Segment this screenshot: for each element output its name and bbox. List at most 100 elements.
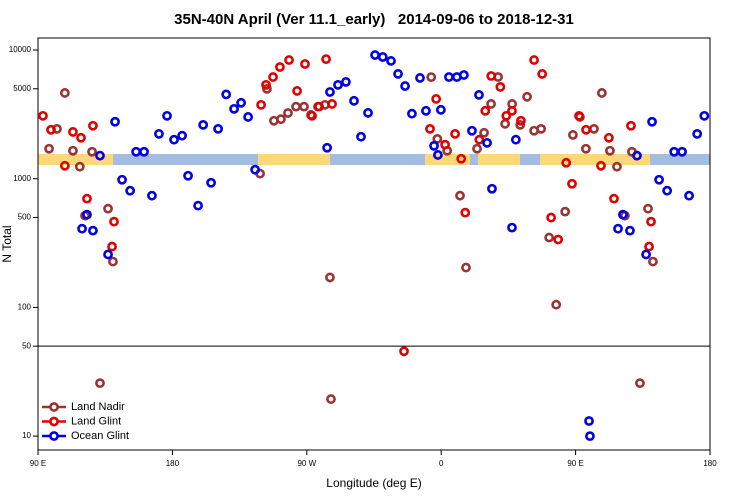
point [76,132,86,143]
point [585,431,595,442]
point [444,72,454,82]
point [193,200,203,211]
point [669,146,680,157]
point [662,185,673,196]
point [327,99,337,109]
point [103,203,113,214]
point [326,394,336,404]
point [692,128,703,139]
point [213,123,223,134]
x-tick-label: 90 W [297,459,316,468]
point [333,79,343,90]
point [450,128,460,139]
point [604,132,614,143]
point [59,160,70,171]
land-strip [425,154,470,165]
point [581,143,591,154]
legend-label: Land Nadir [71,401,125,413]
point [74,161,85,172]
point [95,150,105,161]
point [421,105,431,116]
point [292,86,302,96]
point [325,87,335,97]
point [322,142,333,153]
point [626,120,636,131]
land-strip [258,154,330,165]
point [567,178,577,189]
point [609,193,619,204]
y-tick-label: 5000 [13,84,31,93]
point [574,110,584,121]
point [139,146,149,157]
point [221,89,232,100]
point [486,71,497,81]
point [276,114,286,125]
x-tick-label: 90 E [30,459,46,468]
point [154,128,164,139]
point [480,105,491,116]
point [59,88,70,98]
point [515,119,526,130]
point [605,145,615,156]
point [169,134,179,145]
point [206,177,216,188]
y-axis-label: N Total [0,225,14,262]
point [407,108,417,119]
point [284,55,294,65]
point [341,77,351,87]
point [38,110,48,121]
legend-marker [49,402,59,412]
point [325,272,335,283]
point [261,79,271,90]
point [370,50,380,60]
chart-title: 35N-40N April (Ver 11.1_early) 2014-09-0… [174,11,574,28]
point [699,110,710,121]
point [109,216,119,227]
legend-label: Land Glint [71,415,121,427]
point [618,209,628,220]
point [536,123,547,134]
point [433,150,443,160]
point [321,54,331,65]
point [455,190,465,201]
point [553,234,564,245]
point [250,164,261,175]
point [268,72,278,82]
point [613,223,623,234]
point [177,130,188,141]
point [644,241,654,252]
point [147,190,157,201]
x-tick-label: 180 [166,459,180,468]
point [646,216,656,227]
point [108,256,118,267]
point [125,185,136,196]
point [82,209,92,220]
point [88,120,98,131]
point [68,145,78,156]
point [356,131,366,142]
x-tick-label: 0 [439,459,444,468]
point [300,59,310,69]
point [479,127,489,138]
point [291,101,301,112]
point [107,241,117,252]
point [495,81,506,92]
point [377,52,388,62]
point [501,110,512,121]
point [625,225,635,236]
point [456,153,467,164]
point [516,115,526,126]
point [647,116,657,127]
point [546,212,557,223]
point [87,146,97,157]
point [95,378,105,389]
point [349,95,359,106]
point [307,110,317,121]
point [256,99,267,110]
legend-marker [49,431,59,441]
point [486,99,496,109]
point [243,112,254,122]
point [103,249,113,260]
point [684,190,694,201]
